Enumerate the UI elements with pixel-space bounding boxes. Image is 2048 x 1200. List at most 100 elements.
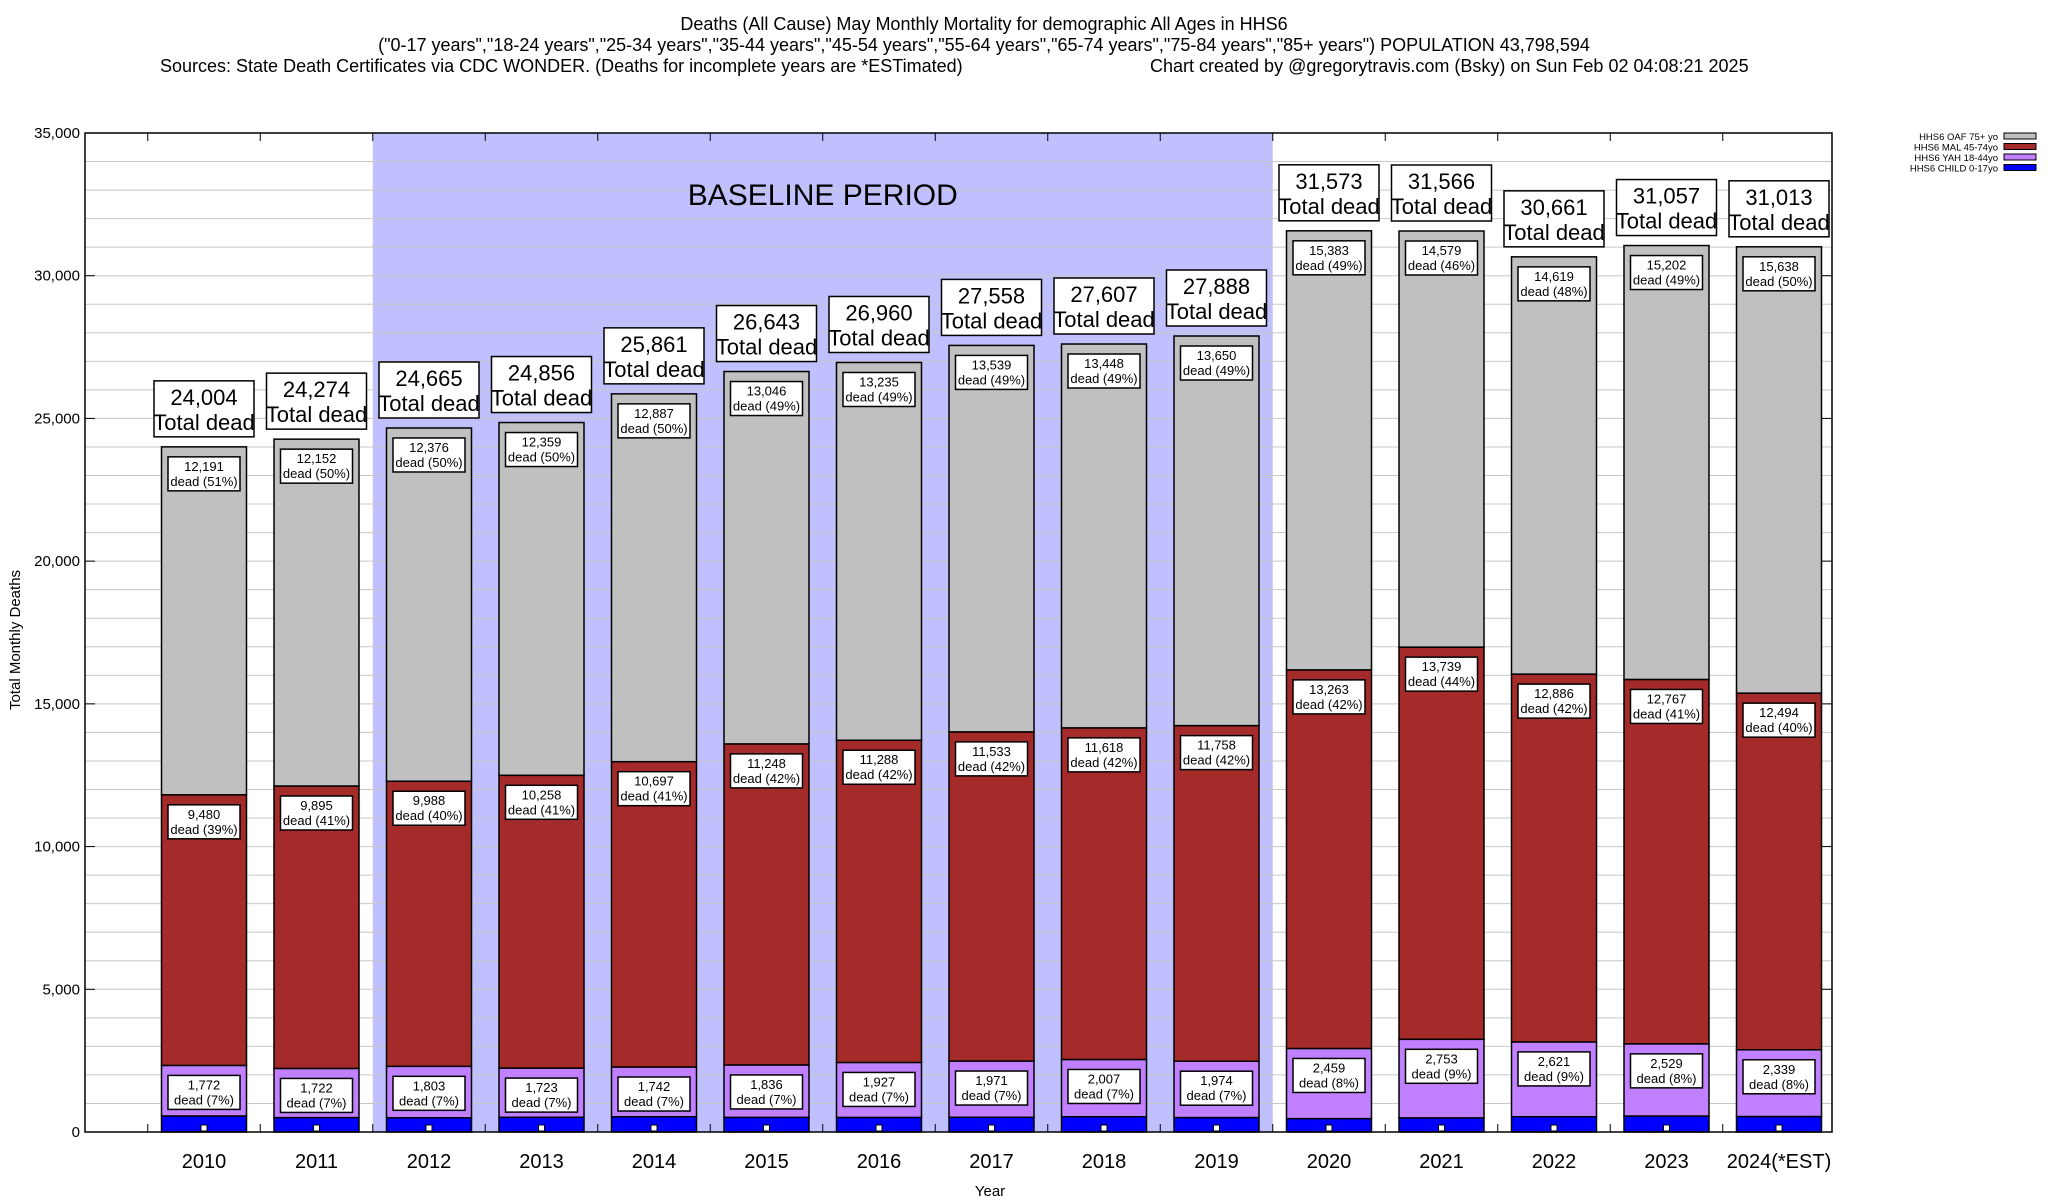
segment-label-box: [1179, 1070, 1254, 1106]
segment-label-value: 10,697: [634, 774, 674, 789]
segment-label-value: 13,235: [859, 374, 899, 389]
bar-segment-hhs6-oaf-75-yo: [273, 438, 360, 787]
bar-segment-hhs6-oaf-75-yo: [1173, 335, 1260, 727]
segment-label-percent: dead (49%): [1183, 363, 1250, 378]
child-marker: [763, 1124, 770, 1132]
segment-label-percent: dead (8%): [1299, 1075, 1359, 1090]
segment-label-box: [729, 1074, 804, 1110]
segment-label-percent: dead (44%): [1408, 674, 1475, 689]
segment-label-value: 12,886: [1534, 686, 1574, 701]
segment-label-value: 1,974: [1200, 1073, 1233, 1088]
segment-label-percent: dead (7%): [962, 1088, 1022, 1103]
segment-label-percent: dead (48%): [1520, 284, 1587, 299]
segment-label-box: [842, 371, 916, 408]
segment-label-percent: dead (8%): [1749, 1077, 1809, 1092]
total-label-suffix: Total dead: [1166, 299, 1268, 324]
segment-label-percent: dead (7%): [737, 1092, 797, 1107]
bar-segment-hhs6-oaf-75-yo: [610, 393, 698, 763]
segment-label-box: [1179, 345, 1254, 381]
segment-label-value: 9,988: [413, 793, 446, 808]
segment-label-value: 9,480: [188, 807, 221, 822]
bar-segment-hhs6-mal-45-74yo: [1398, 646, 1485, 1041]
bar-segment-hhs6-oaf-75-yo: [1510, 256, 1598, 675]
total-label-suffix: Total dead: [828, 325, 930, 350]
segment-label-box: [1742, 1059, 1816, 1095]
bar-segment-hhs6-mal-45-74yo: [1173, 724, 1260, 1062]
total-label-suffix: Total dead: [716, 335, 818, 360]
y-tick-label: 10,000: [34, 839, 80, 856]
total-label-box: [603, 327, 705, 385]
segment-label-value: 15,202: [1647, 258, 1687, 273]
segment-label-box: [1292, 679, 1366, 715]
segment-label-percent: dead (7%): [624, 1094, 684, 1109]
x-tick-label: 2021: [1419, 1151, 1464, 1173]
segment-label-value: 1,722: [300, 1080, 333, 1095]
x-tick-label: 2016: [857, 1151, 902, 1173]
segment-label-percent: dead (7%): [1187, 1088, 1247, 1103]
bar-segment-hhs6-mal-45-74yo: [1285, 669, 1373, 1050]
child-marker: [1438, 1124, 1445, 1132]
bar-segment-hhs6-oaf-75-yo: [835, 361, 923, 741]
segment-label-value: 1,927: [863, 1074, 896, 1089]
segment-label-value: 2,529: [1650, 1056, 1683, 1071]
child-marker: [650, 1124, 658, 1132]
segment-label-value: 12,191: [184, 459, 224, 474]
segment-label-value: 13,448: [1084, 356, 1124, 371]
segment-label-box: [954, 1070, 1029, 1106]
segment-label-box: [1067, 1068, 1141, 1105]
segment-label-value: 1,803: [413, 1078, 446, 1093]
segment-label-percent: dead (46%): [1408, 258, 1475, 273]
segment-label-percent: dead (8%): [1637, 1071, 1697, 1086]
segment-label-value: 11,533: [972, 744, 1011, 759]
segment-label-percent: dead (7%): [849, 1089, 909, 1104]
segment-label-percent: dead (9%): [1412, 1066, 1472, 1081]
chart-subtitle: ("0-17 years","18-24 years","25-34 years…: [378, 35, 1590, 55]
segment-label-value: 15,383: [1309, 243, 1349, 258]
x-tick-label: 2022: [1532, 1151, 1577, 1173]
y-tick-label: 30,000: [34, 268, 80, 285]
segment-label-value: 11,758: [1197, 738, 1236, 753]
plot-area: 0 5,000 10,000 15,000 20,000 25,000 30,000 35,0…: [34, 125, 2037, 1173]
segment-label-value: 2,459: [1313, 1060, 1346, 1075]
segment-label-box: [392, 1075, 466, 1112]
segment-label-value: 1,742: [638, 1079, 671, 1094]
total-label-suffix: Total dead: [1728, 210, 1830, 235]
child-marker: [538, 1124, 545, 1132]
segment-label-percent: dead (49%): [1633, 273, 1700, 288]
bar-segment-hhs6-oaf-75-yo: [498, 421, 585, 777]
total-label-box: [1165, 269, 1268, 327]
segment-label-box: [1629, 688, 1704, 725]
segment-label-percent: dead (49%): [1295, 258, 1362, 273]
total-label-value: 31,057: [1633, 184, 1700, 209]
segment-label-value: 11,288: [860, 752, 899, 767]
segment-label-percent: dead (49%): [958, 372, 1025, 387]
segment-label-box: [842, 1071, 916, 1108]
segment-label-percent: dead (42%): [1520, 701, 1587, 716]
segment-label-box: [1404, 656, 1479, 692]
segment-label-percent: dead (7%): [512, 1095, 572, 1110]
y-tick-label: 35,000: [34, 125, 80, 142]
segment-label-percent: dead (50%): [283, 466, 350, 481]
segment-label-value: 11,248: [747, 756, 786, 771]
total-label-value: 31,566: [1408, 169, 1475, 194]
segment-label-value: 12,376: [409, 440, 449, 455]
total-label-box: [1503, 190, 1605, 248]
segment-label-box: [1517, 683, 1591, 719]
segment-label-percent: dead (42%): [845, 767, 912, 782]
bar-segment-hhs6-mal-45-74yo: [160, 794, 248, 1067]
segment-label-box: [1629, 254, 1704, 291]
total-label-value: 31,573: [1295, 169, 1362, 194]
segment-label-box: [504, 784, 579, 821]
segment-label-box: [1404, 240, 1479, 276]
segment-label-percent: dead (51%): [170, 474, 237, 489]
bar-segment-hhs6-oaf-75-yo: [1623, 244, 1710, 681]
total-label-value: 26,643: [733, 310, 800, 335]
segment-label-box: [1742, 702, 1816, 738]
y-tick-label: 20,000: [34, 553, 80, 570]
child-marker: [1213, 1124, 1220, 1132]
child-marker: [875, 1124, 883, 1132]
total-label-box: [378, 361, 480, 419]
segment-label-box: [1292, 1057, 1366, 1094]
x-tick-label: 2024(*EST): [1727, 1151, 1832, 1173]
